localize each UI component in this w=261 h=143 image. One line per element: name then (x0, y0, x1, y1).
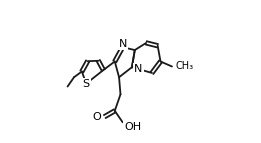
Text: N: N (118, 39, 127, 49)
Text: OH: OH (124, 122, 141, 132)
Text: S: S (83, 79, 90, 89)
Text: O: O (92, 112, 101, 122)
Text: N: N (134, 64, 143, 74)
Text: CH₃: CH₃ (176, 61, 194, 72)
